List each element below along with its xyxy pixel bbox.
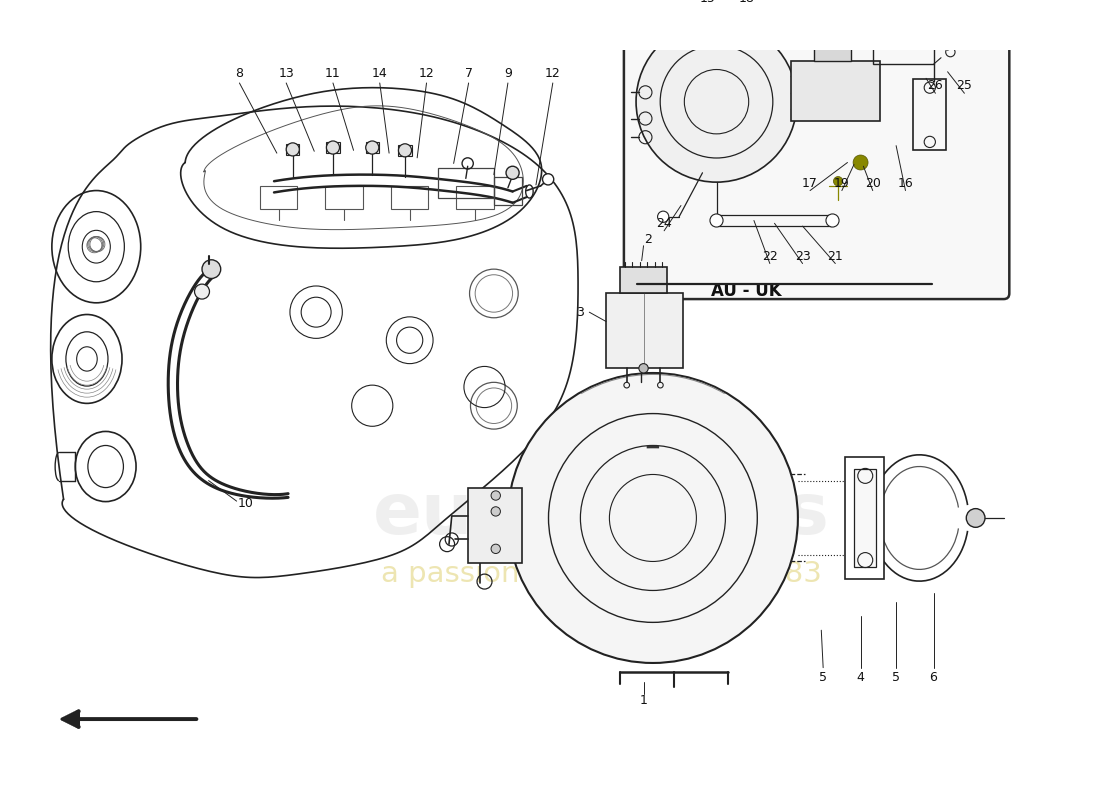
Bar: [390, 186, 428, 210]
Text: 14: 14: [372, 67, 387, 80]
Bar: [286, 144, 299, 155]
Text: 24: 24: [657, 217, 672, 230]
Circle shape: [286, 143, 299, 156]
Text: 9: 9: [504, 67, 512, 80]
Text: 5: 5: [892, 670, 900, 683]
Circle shape: [491, 491, 501, 500]
Bar: [456, 186, 494, 210]
Circle shape: [195, 284, 209, 299]
Bar: [327, 142, 340, 153]
Text: 17: 17: [802, 177, 818, 190]
Text: 23: 23: [794, 250, 811, 262]
Circle shape: [491, 544, 501, 554]
Circle shape: [710, 214, 723, 227]
Circle shape: [636, 22, 798, 182]
Text: 6: 6: [930, 670, 937, 683]
Circle shape: [398, 144, 411, 157]
Bar: [854, 470, 877, 566]
Text: 18: 18: [738, 0, 755, 6]
Text: 22: 22: [762, 250, 778, 262]
Bar: [620, 267, 667, 294]
Circle shape: [834, 177, 843, 186]
Text: 26: 26: [927, 79, 944, 92]
Text: eurospares: eurospares: [373, 480, 829, 549]
Circle shape: [491, 506, 501, 516]
Text: 21: 21: [827, 250, 844, 262]
Circle shape: [327, 141, 340, 154]
Circle shape: [658, 211, 669, 222]
Circle shape: [506, 166, 519, 179]
Bar: [438, 168, 494, 198]
Text: 13: 13: [278, 67, 294, 80]
Bar: [365, 142, 378, 153]
Text: 16: 16: [898, 177, 913, 190]
Circle shape: [508, 373, 798, 663]
Circle shape: [202, 260, 221, 278]
Text: a passion for parts since 1983: a passion for parts since 1983: [381, 560, 822, 588]
Bar: [845, 457, 884, 578]
Bar: [872, 38, 934, 64]
Text: 19: 19: [834, 177, 849, 190]
Text: AU - UK: AU - UK: [711, 282, 782, 300]
Text: 5: 5: [820, 670, 827, 683]
Circle shape: [854, 155, 868, 170]
FancyBboxPatch shape: [624, 0, 1010, 299]
Circle shape: [365, 141, 378, 154]
Circle shape: [966, 509, 984, 527]
Text: 7: 7: [464, 67, 473, 80]
Bar: [606, 294, 683, 368]
Text: 4: 4: [857, 670, 865, 683]
Circle shape: [826, 214, 839, 227]
Circle shape: [542, 174, 553, 185]
Text: 20: 20: [865, 177, 881, 190]
Bar: [468, 488, 521, 563]
Bar: [260, 186, 297, 210]
Text: 11: 11: [326, 67, 341, 80]
Text: 10: 10: [238, 498, 254, 510]
Text: 3: 3: [576, 306, 584, 318]
Bar: [913, 79, 946, 150]
Bar: [494, 177, 521, 205]
Bar: [814, 40, 851, 61]
Text: 2: 2: [645, 233, 652, 246]
Text: 15: 15: [700, 0, 715, 6]
Circle shape: [639, 364, 648, 373]
Text: 12: 12: [544, 67, 561, 80]
Text: 12: 12: [419, 67, 435, 80]
Bar: [326, 186, 363, 210]
Text: 8: 8: [235, 67, 243, 80]
Text: 1: 1: [639, 694, 648, 707]
Bar: [398, 145, 411, 156]
Bar: [791, 61, 880, 122]
Text: 25: 25: [957, 79, 972, 92]
